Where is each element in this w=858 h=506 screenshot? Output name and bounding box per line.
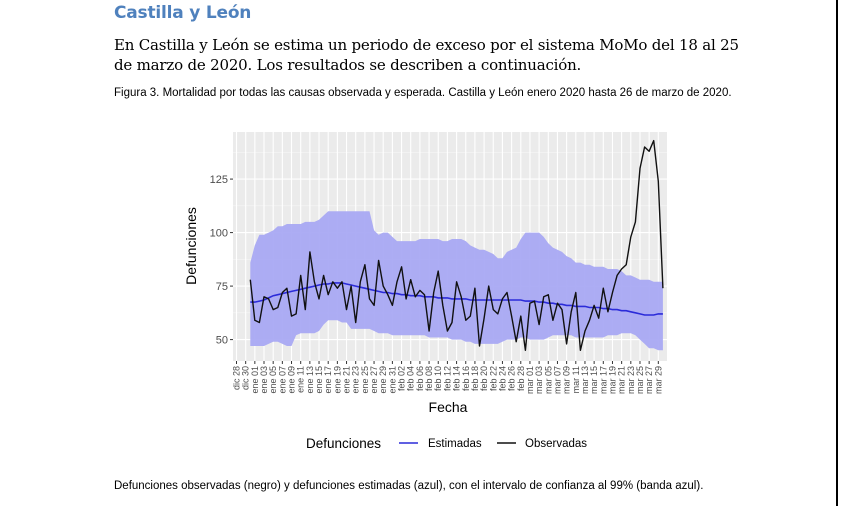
x-tick-label: feb 14 <box>452 366 462 391</box>
x-tick-label: feb 04 <box>406 366 416 391</box>
section-heading: Castilla y León <box>114 3 252 23</box>
x-tick-label: ene 01 <box>250 366 260 394</box>
x-tick-label: mar 17 <box>598 366 608 394</box>
x-tick-label: feb 10 <box>433 366 443 391</box>
figure-caption: Figura 3. Mortalidad por todas las causa… <box>114 87 732 99</box>
intro-paragraph: En Castilla y León se estima un periodo … <box>114 36 739 74</box>
x-tick-label: ene 19 <box>332 366 342 394</box>
y-tick-label: 75 <box>216 281 228 293</box>
x-tick-label: mar 29 <box>653 366 663 394</box>
x-tick-label: feb 12 <box>442 366 452 391</box>
x-tick-label: feb 28 <box>516 366 526 391</box>
y-axis: 50 75 100 125 <box>210 174 233 347</box>
x-axis-title: Fecha <box>429 399 468 415</box>
x-tick-label: dic 28 <box>232 366 242 390</box>
x-tick-label: feb 08 <box>424 366 434 391</box>
x-tick-label: ene 31 <box>387 366 397 394</box>
x-tick-label: mar 13 <box>580 366 590 394</box>
x-tick-label: mar 01 <box>525 366 535 394</box>
legend-label-estimadas: Estimadas <box>428 438 482 450</box>
x-tick-label: ene 09 <box>287 366 297 394</box>
x-tick-label: mar 07 <box>552 366 562 394</box>
y-tick-label: 50 <box>216 335 228 347</box>
x-tick-label: mar 11 <box>571 366 581 393</box>
x-tick-label: feb 18 <box>470 366 480 391</box>
x-tick-label: mar 25 <box>635 366 645 394</box>
observed-series-line <box>249 139 664 351</box>
x-tick-label: ene 13 <box>305 366 315 394</box>
page-border <box>836 0 858 506</box>
legend: Defunciones Estimadas Observadas <box>306 436 587 451</box>
y-tick-label: 125 <box>210 174 228 186</box>
figure-footnote: Defunciones observadas (negro) y defunci… <box>114 480 704 492</box>
x-tick-label: mar 05 <box>543 366 553 394</box>
x-tick-label: feb 02 <box>397 366 407 391</box>
x-tick-label: feb 24 <box>497 366 507 391</box>
x-axis: dic 28 dic 30 ene 01 ene 03 ene 05 ene 07 ene … <box>232 361 663 394</box>
x-tick-label: ene 03 <box>259 366 269 394</box>
y-tick-label: 100 <box>210 228 228 240</box>
x-tick-label: ene 07 <box>277 366 287 394</box>
x-tick-label: feb 16 <box>461 366 471 391</box>
x-tick-label: ene 11 <box>296 366 306 393</box>
x-tick-label: ene 15 <box>314 366 324 394</box>
x-tick-label: ene 21 <box>342 366 352 394</box>
x-tick-label: feb 06 <box>415 366 425 391</box>
x-tick-label: mar 27 <box>644 366 654 394</box>
x-tick-label: ene 17 <box>323 366 333 394</box>
x-tick-label: dic 30 <box>241 366 251 390</box>
x-tick-label: feb 20 <box>479 366 489 391</box>
x-tick-label: ene 23 <box>351 366 361 394</box>
legend-title: Defunciones <box>306 436 381 451</box>
confidence-band-99 <box>250 211 663 351</box>
x-tick-label: mar 19 <box>607 366 617 394</box>
x-tick-label: mar 23 <box>626 366 636 394</box>
y-axis-title: Defunciones <box>183 207 199 285</box>
legend-label-observadas: Observadas <box>525 438 587 450</box>
x-tick-label: mar 15 <box>589 366 599 394</box>
x-tick-label: ene 05 <box>268 366 278 394</box>
x-tick-label: mar 09 <box>562 366 572 394</box>
x-tick-label: mar 03 <box>534 366 544 394</box>
x-tick-label: feb 26 <box>507 366 517 391</box>
x-tick-label: ene 29 <box>378 366 388 394</box>
x-tick-label: feb 22 <box>488 366 498 391</box>
x-tick-label: mar 21 <box>617 366 627 394</box>
x-tick-label: ene 27 <box>369 366 379 394</box>
x-tick-label: ene 25 <box>360 366 370 394</box>
